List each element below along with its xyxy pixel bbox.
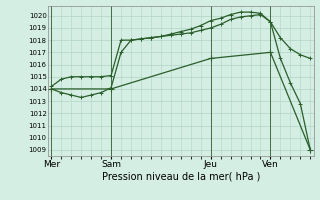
X-axis label: Pression niveau de la mer( hPa ): Pression niveau de la mer( hPa ) [102, 172, 260, 182]
